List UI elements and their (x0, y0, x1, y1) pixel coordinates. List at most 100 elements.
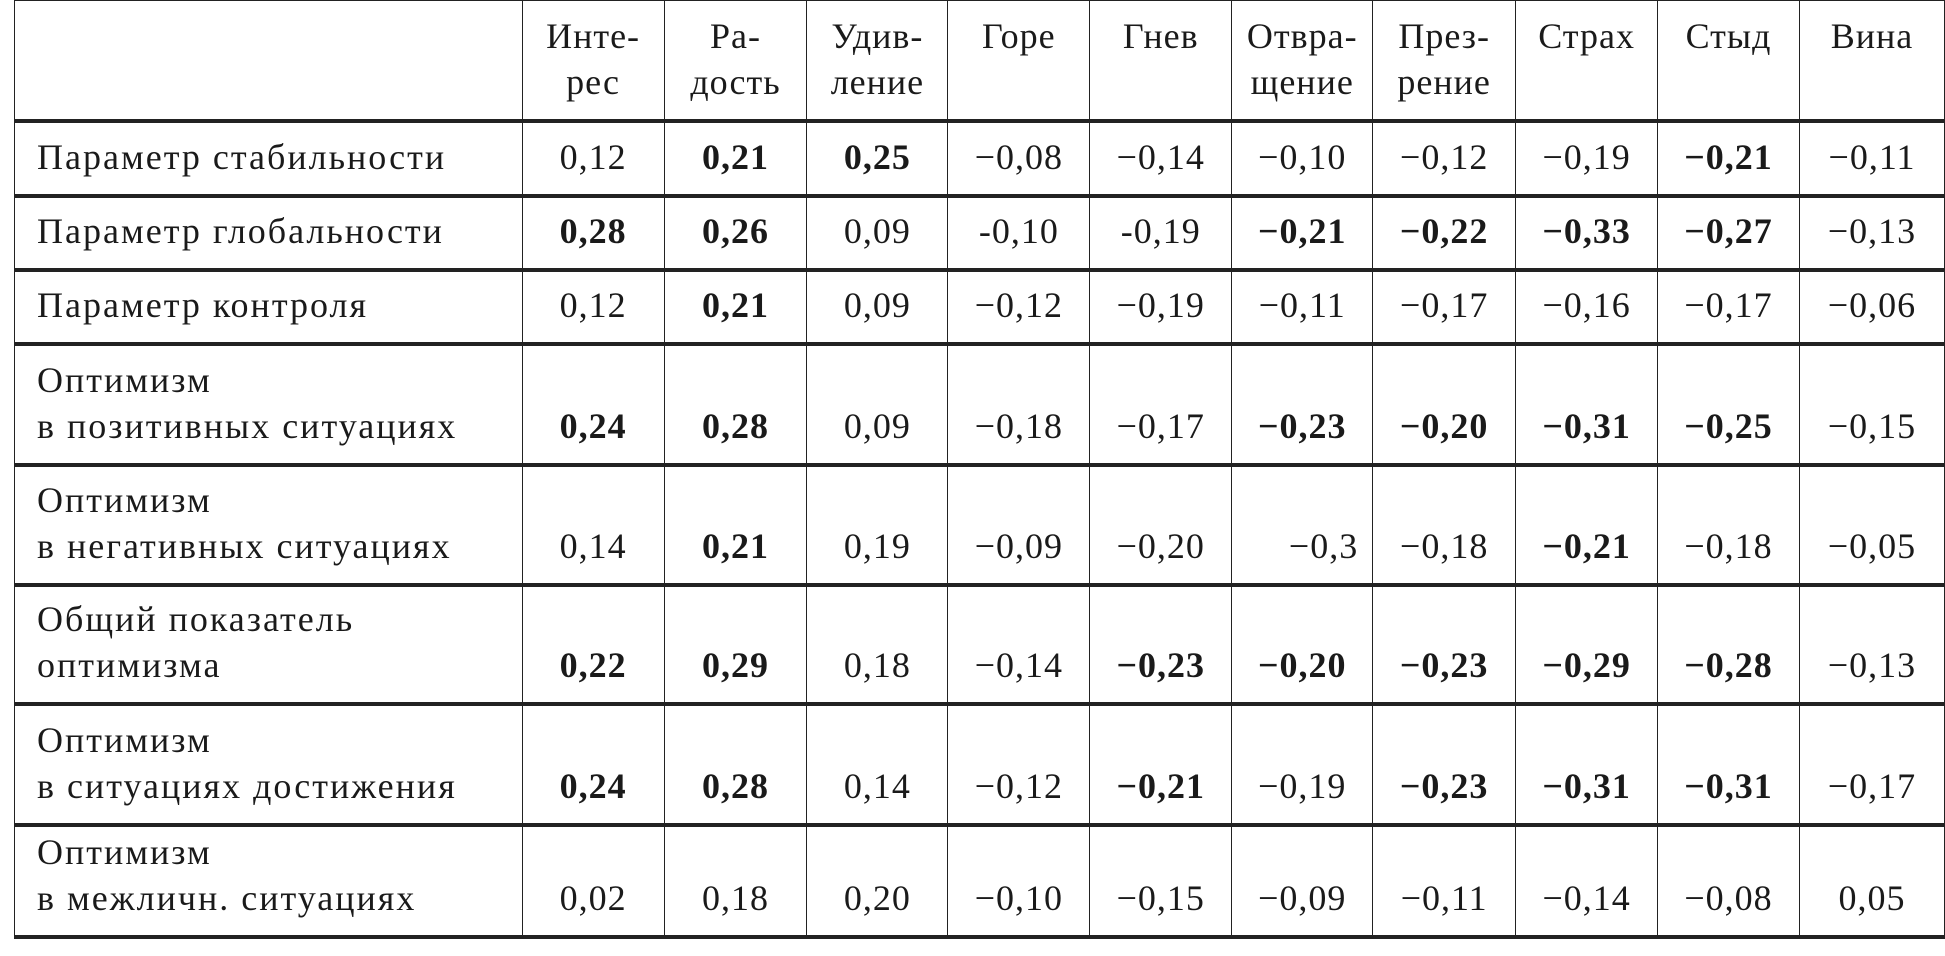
significant-value: 0,24 (559, 406, 627, 446)
value: −0,20 (1116, 526, 1205, 566)
row-label: Оптимизм в позитивных ситуациях (14, 342, 523, 465)
row-label-line: в позитивных ситуациях (37, 406, 458, 446)
value-cell: -0,19 (1089, 194, 1232, 270)
row-label-line: Общий показатель (37, 599, 355, 639)
column-header: Гнев (1089, 0, 1232, 121)
value-cell: −0,08 (947, 119, 1090, 196)
value-cell: 0,28 (663, 702, 807, 825)
value-cell: −0,19 (1089, 268, 1232, 344)
significant-value: 0,28 (559, 211, 627, 251)
row-label-line: в ситуациях достижения (37, 766, 457, 806)
significant-value: −0,28 (1684, 645, 1773, 685)
value: 0,19 (843, 526, 911, 566)
value-cell: 0,20 (806, 823, 948, 939)
value: −0,15 (1827, 406, 1917, 446)
significant-value: 0,28 (701, 406, 769, 446)
column-header: Отвра-щение (1231, 0, 1373, 121)
value: −0,11 (1828, 137, 1916, 177)
row-label-line: оптимизма (37, 645, 222, 685)
table-row: Общий показатель оптимизма 0,22 0,29 0,18 −0,… (14, 583, 1945, 704)
value: −0,14 (1542, 878, 1631, 918)
value: −0,10 (1258, 137, 1347, 177)
value-cell: 0,24 (521, 342, 665, 465)
significant-value: 0,25 (843, 137, 911, 177)
value: −0,05 (1827, 526, 1917, 566)
significant-value: 0,26 (701, 211, 769, 251)
value: −0,12 (974, 766, 1063, 806)
value-cell: −0,14 (1515, 823, 1658, 939)
value: −0,12 (974, 285, 1063, 325)
value: −0,18 (1400, 526, 1489, 566)
column-header-line: Гнев (1122, 16, 1199, 56)
value-cell: 0,28 (663, 342, 807, 465)
column-header: Горе (947, 0, 1090, 121)
value: −0,09 (974, 526, 1063, 566)
significant-value: −0,23 (1399, 766, 1489, 806)
value: −0,13 (1827, 211, 1917, 251)
row-label-line: Параметр глобальности (37, 211, 444, 251)
value-cell: 0,09 (806, 342, 948, 465)
significant-value: 0,28 (701, 766, 769, 806)
value-cell: 0,21 (663, 119, 807, 196)
value: −0,09 (1258, 878, 1347, 918)
significant-value: −0,29 (1542, 645, 1631, 685)
row-label: Оптимизм в ситуациях достижения (14, 702, 523, 825)
column-header: Ра-дость (663, 0, 807, 121)
value-cell: 0,21 (663, 268, 807, 344)
value: −0,19 (1542, 137, 1631, 177)
table-row: Оптимизм в позитивных ситуациях 0,24 0,28 0,… (14, 342, 1945, 465)
value-cell: −0,20 (1231, 583, 1373, 704)
value-cell: −0,12 (1372, 119, 1516, 196)
value: −0,17 (1116, 406, 1205, 446)
value: −0,10 (974, 878, 1063, 918)
column-header-line: Ра- (709, 16, 761, 56)
value-cell: −0,16 (1515, 268, 1658, 344)
column-header-line: щение (1250, 62, 1354, 102)
value: −0,17 (1684, 285, 1773, 325)
table-row: Параметр глобальности 0,28 0,26 0,09 -0,10 -0… (14, 194, 1945, 270)
row-label-line: в межличн. ситуациях (37, 878, 417, 918)
significant-value: −0,22 (1399, 211, 1489, 251)
value: −0,3 (1288, 526, 1359, 566)
value-cell: −0,21 (1231, 194, 1373, 270)
value-cell: −0,17 (1657, 268, 1800, 344)
value-cell: −0,20 (1372, 342, 1516, 465)
significant-value: −0,31 (1542, 766, 1631, 806)
significant-value: −0,20 (1399, 406, 1489, 446)
value-cell: −0,13 (1799, 583, 1945, 704)
value-cell: 0,25 (806, 119, 948, 196)
value: 0,20 (843, 878, 911, 918)
row-label: Параметр глобальности (14, 194, 523, 270)
value-cell: −0,12 (947, 268, 1090, 344)
value-cell: 0,02 (521, 823, 665, 939)
value: 0,14 (559, 526, 627, 566)
significant-value: 0,21 (701, 137, 769, 177)
corner-cell (14, 0, 523, 121)
value-cell: 0,09 (806, 194, 948, 270)
value-cell: −0,08 (1657, 823, 1800, 939)
significant-value: 0,22 (559, 645, 627, 685)
significant-value: −0,31 (1684, 766, 1773, 806)
value: −0,11 (1400, 878, 1488, 918)
value-cell: −0,10 (947, 823, 1090, 939)
header-row: Инте-рес Ра-дость Удив-ление Горе Гнев Отвра-… (14, 0, 1945, 121)
value: −0,14 (974, 645, 1063, 685)
value-cell: −0,33 (1515, 194, 1658, 270)
value-cell: −0,19 (1515, 119, 1658, 196)
value-cell: 0,21 (663, 463, 807, 585)
value-cell: −0,10 (1231, 119, 1373, 196)
value-cell: −0,20 (1089, 463, 1232, 585)
value-cell: −0,11 (1799, 119, 1945, 196)
significant-value: −0,20 (1257, 645, 1347, 685)
value-cell: 0,26 (663, 194, 807, 270)
table-row: Параметр контроля 0,12 0,21 0,09 −0,12 −0,19 −… (14, 268, 1945, 344)
value: −0,17 (1827, 766, 1917, 806)
value: −0,17 (1400, 285, 1489, 325)
significant-value: 0,21 (701, 526, 769, 566)
value-cell: −0,17 (1799, 702, 1945, 825)
value-cell: 0,14 (521, 463, 665, 585)
column-header: Страх (1515, 0, 1658, 121)
value: −0,18 (974, 406, 1063, 446)
value: −0,19 (1258, 766, 1347, 806)
value-cell: −0,15 (1799, 342, 1945, 465)
